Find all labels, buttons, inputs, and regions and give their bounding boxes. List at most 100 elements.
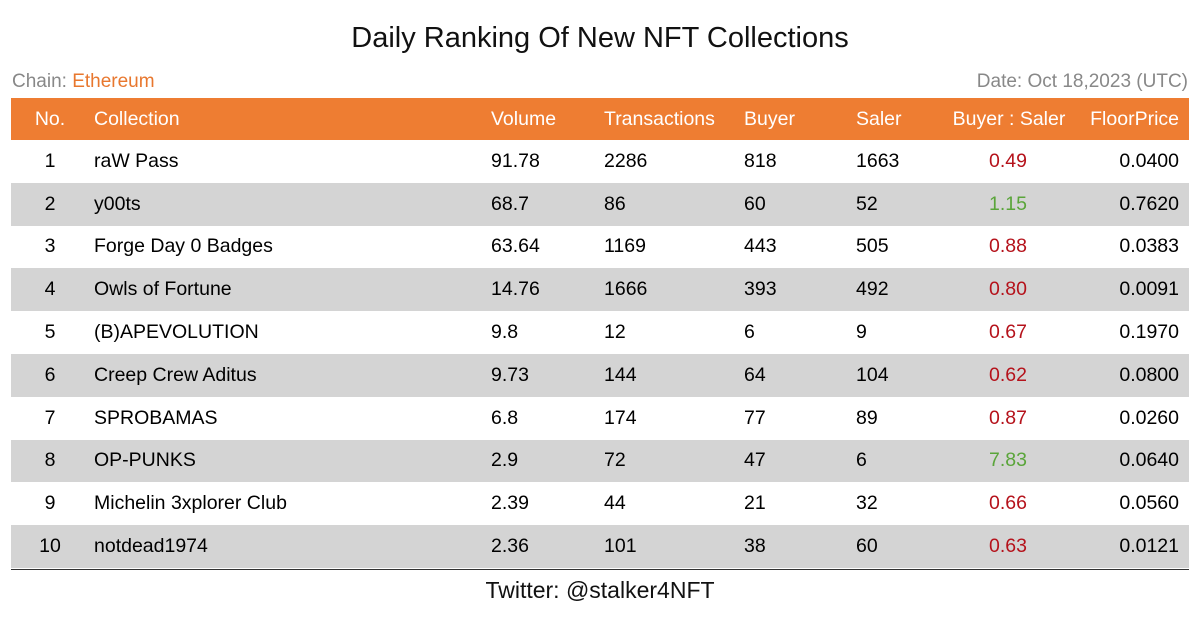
- header-transactions: Transactions: [604, 107, 715, 130]
- cell-collection: Forge Day 0 Badges: [94, 235, 273, 258]
- cell-transactions: 101: [604, 535, 637, 558]
- cell-no: 4: [44, 278, 56, 301]
- cell-collection: notdead1974: [94, 535, 208, 558]
- table-row: 5 (B)APEVOLUTION 9.8 12 6 9 0.67 0.1970: [11, 311, 1189, 354]
- cell-volume: 9.73: [491, 363, 529, 386]
- cell-buyer-saler-ratio: 0.88: [989, 235, 1027, 258]
- cell-collection: y00ts: [94, 192, 141, 215]
- cell-saler: 6: [856, 449, 867, 472]
- cell-buyer: 60: [744, 192, 766, 215]
- cell-transactions: 1169: [604, 235, 646, 258]
- chain-info: Chain: Ethereum: [12, 71, 155, 93]
- cell-volume: 91.78: [491, 149, 540, 172]
- header-collection: Collection: [94, 107, 180, 130]
- cell-saler: 60: [856, 535, 878, 558]
- cell-transactions: 174: [604, 406, 637, 429]
- cell-buyer: 21: [744, 492, 766, 515]
- cell-saler: 104: [856, 363, 889, 386]
- cell-buyer: 6: [744, 321, 755, 344]
- cell-collection: OP-PUNKS: [94, 449, 196, 472]
- cell-floor-price: 0.0260: [1119, 406, 1179, 429]
- cell-buyer-saler-ratio: 0.62: [989, 363, 1027, 386]
- header-buyer: Buyer: [744, 107, 795, 130]
- cell-collection: Michelin 3xplorer Club: [94, 492, 287, 515]
- cell-floor-price: 0.0560: [1119, 492, 1179, 515]
- cell-transactions: 12: [604, 321, 626, 344]
- table-row: 3 Forge Day 0 Badges 63.64 1169 443 505 0.88 0.…: [11, 226, 1189, 269]
- cell-floor-price: 0.1970: [1119, 321, 1179, 344]
- table-row: 9 Michelin 3xplorer Club 2.39 44 21 32 0.66 0.0…: [11, 482, 1189, 525]
- cell-collection: Owls of Fortune: [94, 278, 232, 301]
- cell-buyer: 393: [744, 278, 777, 301]
- cell-buyer-saler-ratio: 1.15: [989, 192, 1027, 215]
- cell-buyer-saler-ratio: 7.83: [989, 449, 1027, 472]
- table-bottom-rule: [11, 569, 1189, 570]
- table-header-row: No. Collection Volume Transactions Buyer Sale…: [11, 98, 1189, 140]
- cell-buyer-saler-ratio: 0.63: [989, 535, 1027, 558]
- chain-label: Chain:: [12, 71, 73, 92]
- table-row: 1 raW Pass 91.78 2286 818 1663 0.49 0.0400: [11, 140, 1189, 183]
- cell-no: 7: [44, 406, 56, 429]
- cell-saler: 505: [856, 235, 889, 258]
- cell-no: 8: [44, 449, 56, 472]
- cell-buyer-saler-ratio: 0.66: [989, 492, 1027, 515]
- cell-floor-price: 0.0383: [1119, 235, 1179, 258]
- cell-buyer-saler-ratio: 0.67: [989, 321, 1027, 344]
- table-body: 1 raW Pass 91.78 2286 818 1663 0.49 0.0400 2 y00t…: [11, 140, 1189, 568]
- cell-buyer-saler-ratio: 0.80: [989, 278, 1027, 301]
- cell-no: 9: [44, 492, 56, 515]
- cell-collection: (B)APEVOLUTION: [94, 321, 259, 344]
- cell-buyer: 443: [744, 235, 777, 258]
- cell-saler: 32: [856, 492, 878, 515]
- page-title: Daily Ranking Of New NFT Collections: [351, 22, 849, 54]
- cell-volume: 14.76: [491, 278, 540, 301]
- header-saler: Saler: [856, 107, 902, 130]
- cell-collection: raW Pass: [94, 149, 179, 172]
- cell-collection: Creep Crew Aditus: [94, 363, 257, 386]
- table-row: 8 OP-PUNKS 2.9 72 47 6 7.83 0.0640: [11, 439, 1189, 483]
- cell-volume: 2.36: [491, 535, 529, 558]
- cell-volume: 2.39: [491, 492, 529, 515]
- cell-volume: 68.7: [491, 192, 529, 215]
- cell-buyer-saler-ratio: 0.49: [989, 149, 1027, 172]
- cell-floor-price: 0.7620: [1119, 192, 1179, 215]
- footer-credit: Twitter: @stalker4NFT: [485, 577, 715, 603]
- cell-volume: 9.8: [491, 321, 519, 344]
- header-buyer-saler-ratio: Buyer : Saler: [952, 107, 1066, 130]
- cell-transactions: 144: [604, 363, 637, 386]
- cell-floor-price: 0.0640: [1119, 449, 1179, 472]
- cell-transactions: 2286: [604, 149, 648, 172]
- ranking-table: No. Collection Volume Transactions Buyer Sale…: [11, 98, 1189, 568]
- cell-no: 2: [44, 192, 56, 215]
- cell-transactions: 86: [604, 192, 626, 215]
- table-row: 6 Creep Crew Aditus 9.73 144 64 104 0.62 0.0800: [11, 353, 1189, 397]
- cell-buyer: 38: [744, 535, 766, 558]
- cell-buyer: 818: [744, 149, 777, 172]
- header-volume: Volume: [491, 107, 557, 130]
- cell-buyer-saler-ratio: 0.87: [989, 406, 1027, 429]
- cell-floor-price: 0.0400: [1119, 149, 1179, 172]
- chain-value: Ethereum: [72, 71, 155, 92]
- cell-transactions: 1666: [604, 278, 648, 301]
- cell-floor-price: 0.0091: [1119, 278, 1179, 301]
- table-row: 2 y00ts 68.7 86 60 52 1.15 0.7620: [11, 182, 1189, 226]
- cell-saler: 89: [856, 406, 878, 429]
- cell-volume: 63.64: [491, 235, 540, 258]
- header-floor-price: FloorPrice: [1090, 107, 1179, 130]
- cell-saler: 52: [856, 192, 878, 215]
- cell-floor-price: 0.0121: [1119, 535, 1179, 558]
- cell-saler: 1663: [856, 149, 900, 172]
- cell-collection: SPROBAMAS: [94, 406, 218, 429]
- cell-volume: 2.9: [491, 449, 519, 472]
- cell-no: 6: [44, 363, 56, 386]
- cell-saler: 492: [856, 278, 889, 301]
- cell-transactions: 72: [604, 449, 626, 472]
- cell-saler: 9: [856, 321, 867, 344]
- cell-buyer: 47: [744, 449, 766, 472]
- table-row: 7 SPROBAMAS 6.8 174 77 89 0.87 0.0260: [11, 397, 1189, 440]
- cell-floor-price: 0.0800: [1119, 363, 1179, 386]
- cell-no: 1: [44, 149, 56, 172]
- table-row: 4 Owls of Fortune 14.76 1666 393 492 0.80 0.009…: [11, 268, 1189, 312]
- cell-buyer: 77: [744, 406, 766, 429]
- cell-transactions: 44: [604, 492, 626, 515]
